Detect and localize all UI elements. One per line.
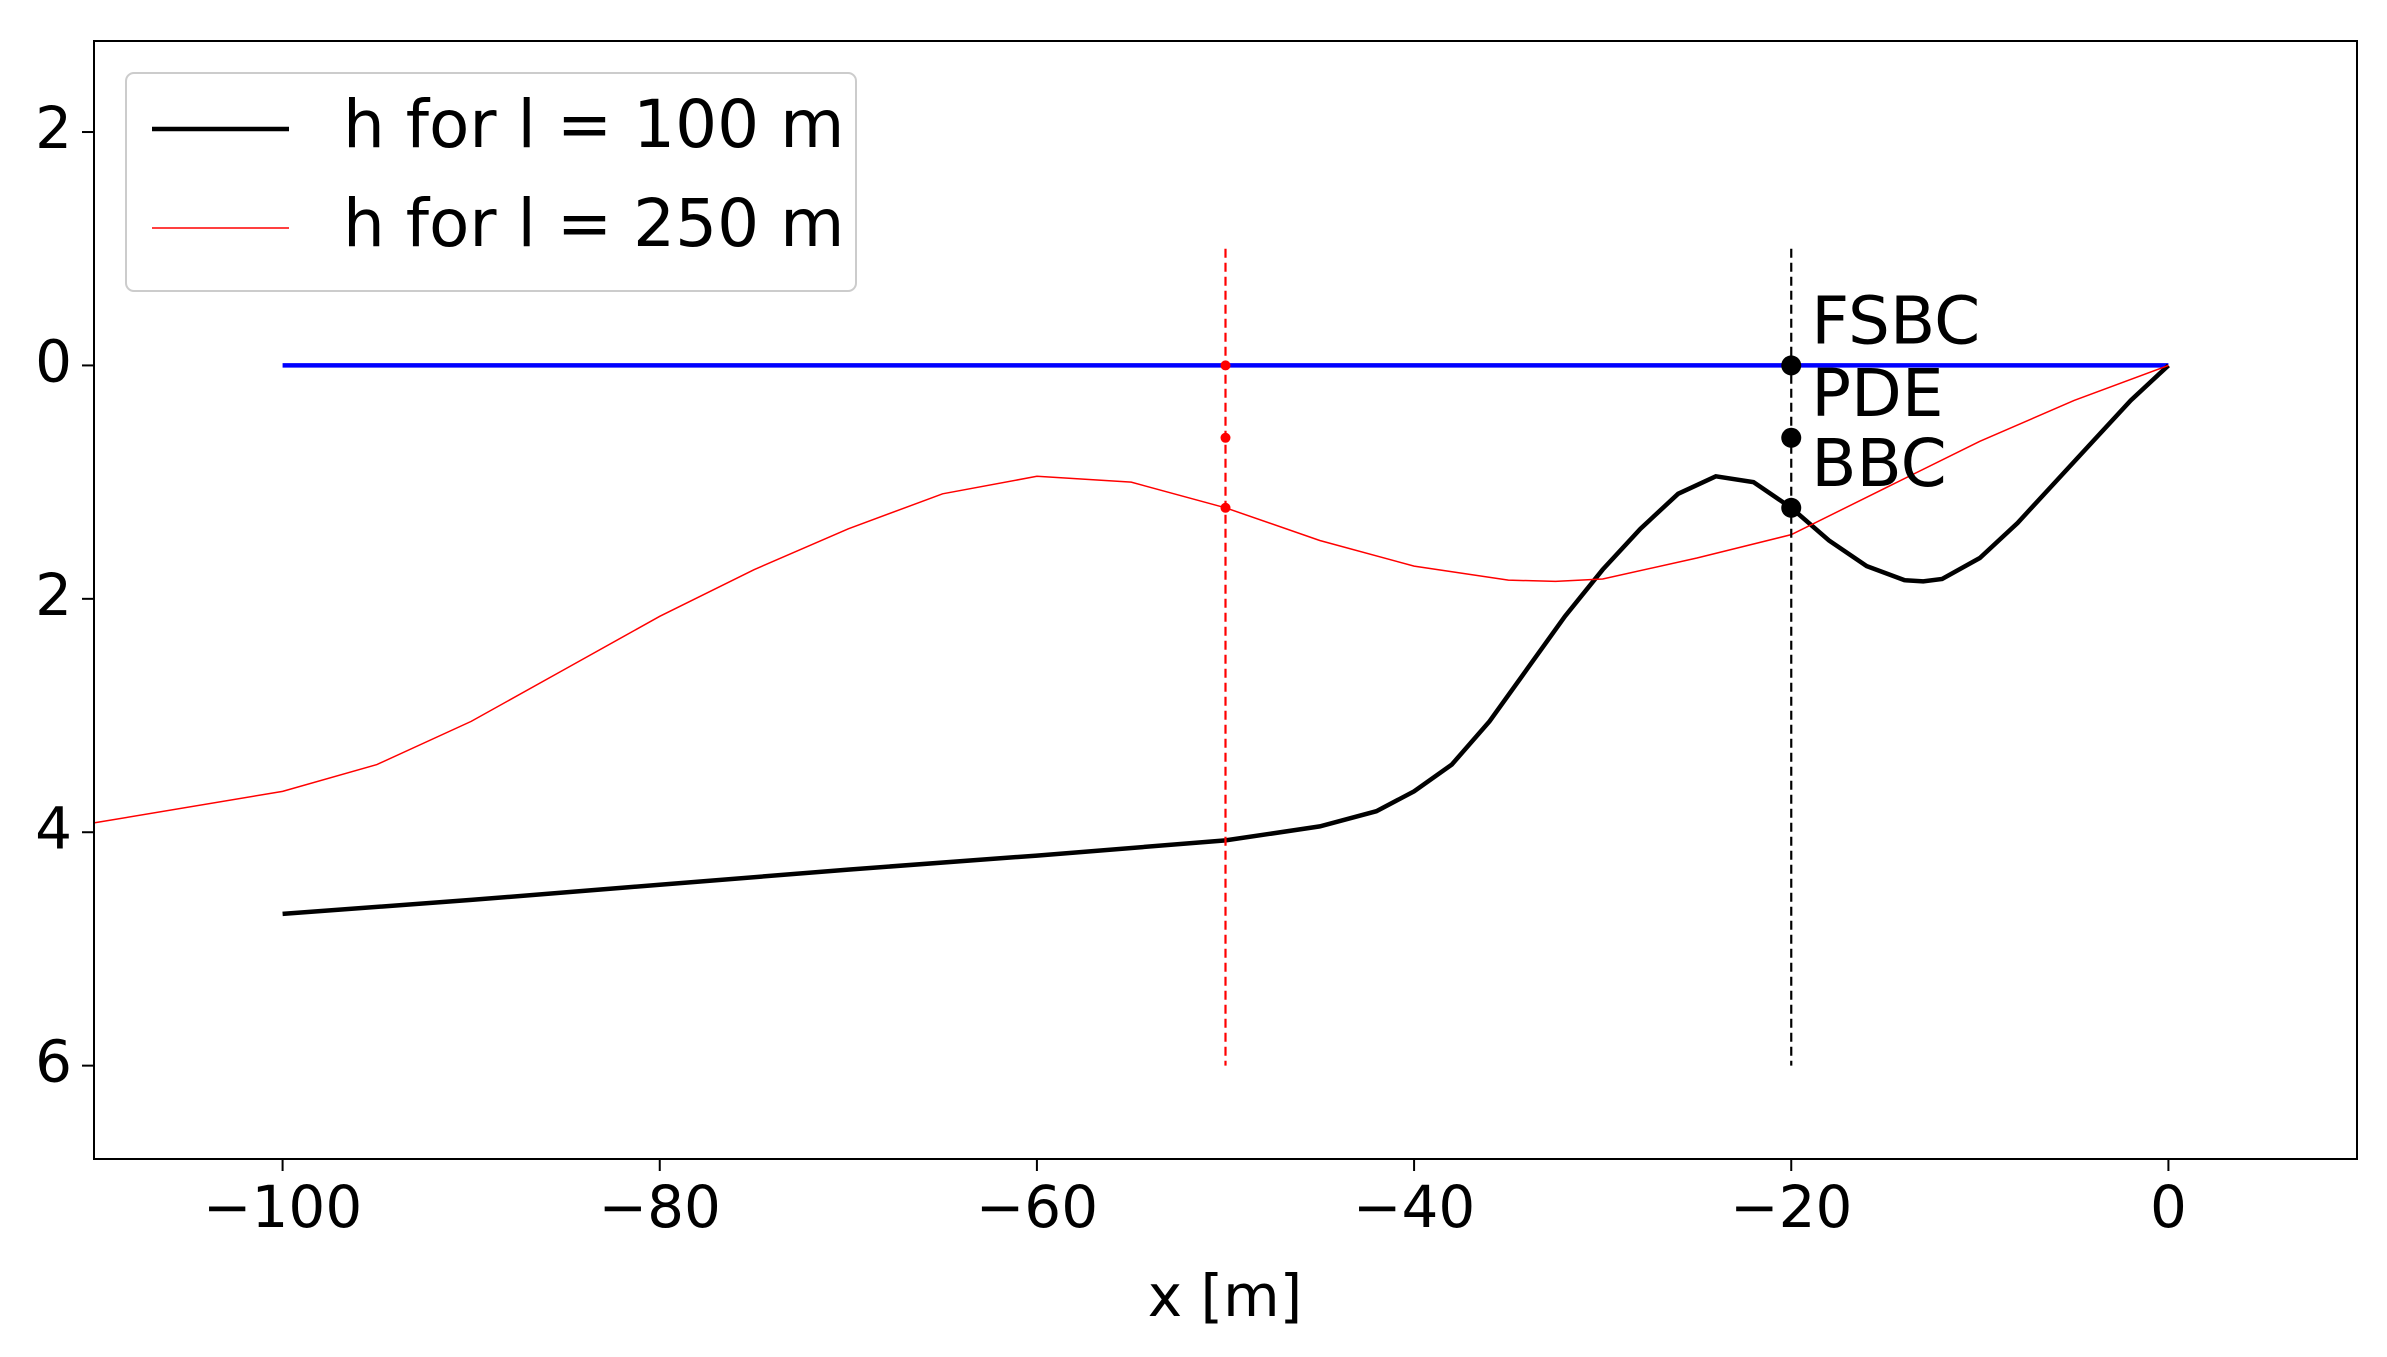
x-tick-label: −100 [203, 1173, 362, 1241]
y-tick-label: 4 [35, 794, 72, 862]
x-tick-label: 0 [2150, 1173, 2187, 1241]
point [1781, 497, 1802, 518]
point-label: FSBC [1811, 282, 1980, 359]
point [1220, 432, 1231, 443]
y-tick-label: 6 [35, 1028, 72, 1096]
x-tick-label: −40 [1353, 1173, 1475, 1241]
legend-label: h for l = 100 m [343, 86, 844, 163]
x-tick-label: −80 [599, 1173, 721, 1241]
legend-label: h for l = 250 m [343, 185, 844, 262]
y-tick-label: 2 [35, 561, 72, 629]
point [1781, 355, 1802, 376]
legend-box [125, 72, 857, 292]
x-tick-label: −60 [976, 1173, 1098, 1241]
point [1220, 502, 1231, 513]
x-tick-label: −20 [1730, 1173, 1852, 1241]
point [1220, 360, 1231, 371]
x-axis-label: x [m] [1148, 1262, 1303, 1330]
plot-frame [93, 40, 2358, 1160]
y-tick-label: 2 [35, 94, 72, 162]
y-tick-label: 0 [35, 328, 72, 396]
point-label: BBC [1811, 425, 1946, 502]
data-line [282, 363, 2170, 917]
point [1781, 427, 1802, 448]
point-label: PDE [1811, 355, 1943, 432]
